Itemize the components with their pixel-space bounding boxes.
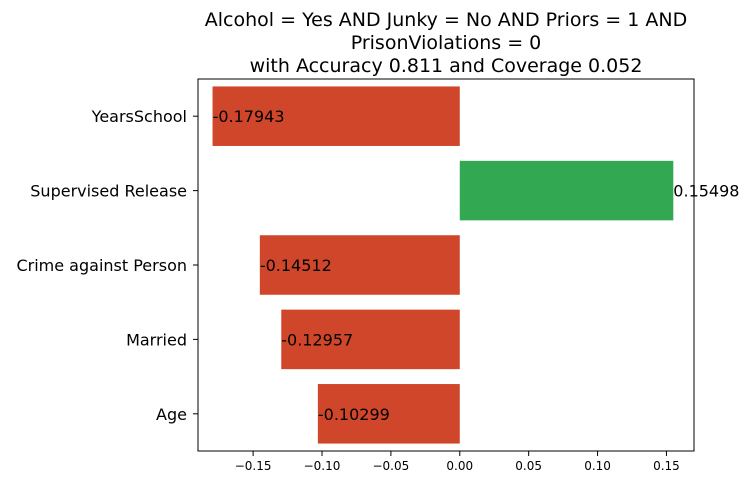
x-tick-label: 0.10 <box>584 459 611 473</box>
x-tick-label: 0.05 <box>515 459 542 473</box>
y-tick-label: YearsSchool <box>91 107 187 126</box>
bar-yearsschool <box>212 86 460 146</box>
bar-crime-against-person <box>259 235 460 295</box>
data-label: -0.10299 <box>318 405 390 424</box>
bar-supervised-release <box>459 160 674 221</box>
chart-title: Alcohol = Yes AND Junky = No AND Priors … <box>205 9 687 77</box>
y-tick-label: Married <box>126 330 187 349</box>
y-tick-label: Supervised Release <box>30 182 187 201</box>
y-axis: YearsSchool Supervised Release Crime again… <box>16 107 198 424</box>
chart-title-line-1: Alcohol = Yes AND Junky = No AND Priors … <box>205 9 687 31</box>
data-labels-group: -0.17943 0.15498 -0.14512 -0.12957 -0.10299 <box>213 107 740 424</box>
data-label: -0.14512 <box>260 256 332 275</box>
x-axis: −0.15 −0.10 −0.05 0.00 0.05 0.10 0.15 <box>235 451 680 473</box>
data-label: -0.17943 <box>213 107 285 126</box>
chart-title-line-3: with Accuracy 0.811 and Coverage 0.052 <box>250 55 643 77</box>
data-label: -0.12957 <box>281 330 353 349</box>
x-tick-label: −0.10 <box>304 459 341 473</box>
bar-married <box>281 309 460 370</box>
x-tick-label: −0.05 <box>372 459 409 473</box>
bars-group <box>212 86 674 444</box>
bar-age <box>317 384 460 444</box>
data-label: 0.15498 <box>673 182 739 201</box>
y-tick-label: Crime against Person <box>16 256 187 275</box>
x-tick-label: 0.15 <box>653 459 680 473</box>
x-tick-label: 0.00 <box>446 459 473 473</box>
x-tick-label: −0.15 <box>235 459 272 473</box>
chart-title-line-2: PrisonViolations = 0 <box>351 32 542 54</box>
y-tick-label: Age <box>156 405 187 424</box>
